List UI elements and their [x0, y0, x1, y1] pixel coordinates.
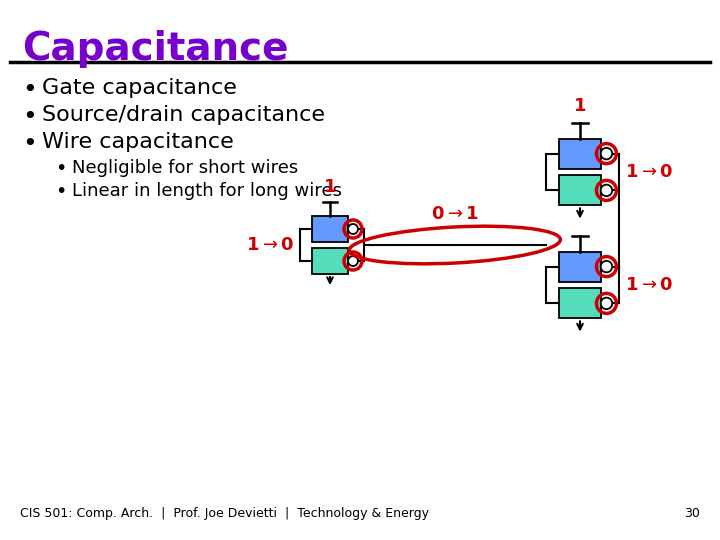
Text: Capacitance: Capacitance: [22, 30, 289, 68]
Circle shape: [600, 298, 612, 309]
Text: •: •: [22, 105, 37, 129]
Bar: [559, 252, 600, 281]
Circle shape: [600, 185, 612, 196]
Text: •: •: [22, 78, 37, 102]
Text: •: •: [55, 182, 66, 201]
Text: •: •: [55, 159, 66, 178]
Bar: [312, 216, 348, 242]
Bar: [559, 176, 600, 205]
Circle shape: [600, 148, 612, 159]
Text: 1: 1: [324, 178, 336, 196]
Circle shape: [348, 256, 358, 266]
Bar: [559, 288, 600, 319]
Text: Wire capacitance: Wire capacitance: [42, 132, 234, 152]
Text: 1$\rightarrow$0: 1$\rightarrow$0: [625, 163, 673, 181]
Text: 1$\rightarrow$0: 1$\rightarrow$0: [246, 236, 294, 254]
Circle shape: [348, 224, 358, 234]
Text: 1: 1: [574, 97, 586, 114]
Bar: [312, 248, 348, 274]
Text: CIS 501: Comp. Arch.  |  Prof. Joe Devietti  |  Technology & Energy: CIS 501: Comp. Arch. | Prof. Joe Deviett…: [20, 507, 429, 520]
Text: Negligible for short wires: Negligible for short wires: [72, 159, 298, 177]
Circle shape: [600, 261, 612, 272]
Text: Linear in length for long wires: Linear in length for long wires: [72, 182, 342, 200]
Text: Source/drain capacitance: Source/drain capacitance: [42, 105, 325, 125]
Text: Gate capacitance: Gate capacitance: [42, 78, 237, 98]
Bar: [559, 139, 600, 168]
Text: 1$\rightarrow$0: 1$\rightarrow$0: [625, 276, 673, 294]
Text: •: •: [22, 132, 37, 156]
Text: 0$\rightarrow$1: 0$\rightarrow$1: [431, 205, 479, 223]
Text: 30: 30: [684, 507, 700, 520]
